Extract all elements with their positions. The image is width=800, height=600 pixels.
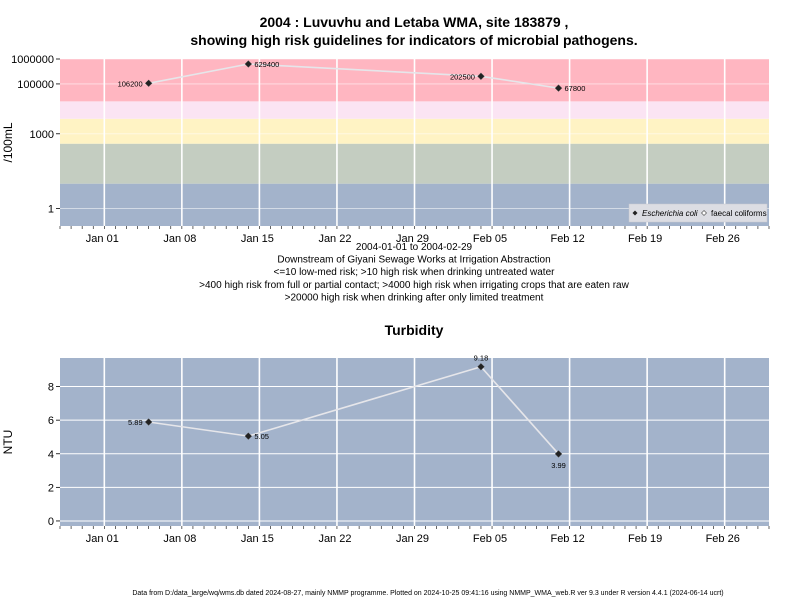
footer-note: Data from D:/data_large/wq/wms.db dated …: [132, 590, 723, 597]
y-tick-label: 1000: [30, 129, 54, 141]
legend-marker-filled: [632, 210, 638, 216]
data-point: [144, 79, 153, 88]
x-tick-label: Feb 26: [706, 533, 740, 545]
x-tick-label: Feb 19: [628, 233, 662, 245]
y-tick-label: 1000000: [11, 54, 54, 66]
data-label: 3.99: [551, 461, 566, 470]
legend-marker-open: [701, 210, 707, 216]
y-tick-label: 6: [48, 415, 54, 427]
x-tick-label: Feb 26: [706, 233, 740, 245]
data-point: [244, 432, 253, 440]
data-label: 5.05: [254, 432, 269, 441]
legend-label: Escherichia coli: [642, 209, 698, 218]
data-point: [554, 84, 563, 92]
x-tick-label: Feb 05: [473, 533, 507, 545]
y-tick-label: 2: [48, 482, 54, 494]
chart1-title-line2: showing high risk guidelines for indicat…: [190, 32, 637, 48]
data-point: [144, 418, 153, 426]
data-point: [477, 362, 485, 371]
x-tick-label: Feb 05: [473, 233, 507, 245]
subtitle-line: >400 high risk from full or partial cont…: [199, 280, 629, 291]
subtitle-line: <=10 low-med risk; >10 high risk when dr…: [274, 267, 556, 278]
subtitle-line: 2004-01-01 to 2004-02-29: [356, 242, 473, 253]
x-tick-label: Jan 08: [163, 533, 196, 545]
subtitle-line: Downstream of Giyani Sewage Works at Irr…: [277, 255, 550, 266]
y-tick-label: 100000: [17, 79, 54, 91]
y-tick-label: 4: [48, 449, 54, 461]
x-tick-label: Jan 08: [163, 233, 196, 245]
data-label: 202500: [450, 72, 475, 81]
data-label: 67800: [565, 84, 586, 93]
x-tick-label: Jan 29: [396, 533, 429, 545]
chart1-title: 2004 : Luvuvhu and Letaba WMA, site 1838…: [260, 14, 569, 30]
legend-box: [628, 203, 768, 223]
x-tick-label: Jan 29: [396, 233, 429, 245]
y-tick-label: 1: [48, 204, 54, 216]
x-tick-label: Jan 22: [318, 533, 351, 545]
data-label: 9.18: [474, 354, 489, 363]
legend-label: faecal coliforms: [711, 209, 767, 218]
chart2-title: Turbidity: [385, 322, 444, 338]
x-tick-label: Feb 19: [628, 533, 662, 545]
x-tick-label: Jan 01: [86, 233, 119, 245]
x-tick-label: Feb 12: [550, 533, 584, 545]
y-axis-label: /100mL: [1, 122, 15, 162]
x-tick-label: Jan 15: [241, 233, 274, 245]
chart1-subtitle: 2004-01-01 to 2004-02-29 Downstream of Gi…: [199, 242, 629, 303]
x-tick-label: Feb 12: [550, 233, 584, 245]
chart1-plot-area: Jan 01 Jan 08 Jan 15 Jan 22 Jan 29 Feb 05 Feb …: [1, 54, 770, 245]
data-point: [477, 72, 485, 81]
data-label: 629400: [254, 60, 279, 69]
x-tick-label: Jan 15: [241, 533, 274, 545]
data-label: 106200: [118, 79, 143, 88]
x-tick-label: Jan 22: [318, 233, 351, 245]
series-line-0: [148, 365, 560, 455]
x-tick-label: Jan 01: [86, 533, 119, 545]
data-point: [554, 450, 563, 458]
data-point: [244, 60, 253, 68]
chart-legend: Escherichia coli faecal coliforms: [628, 203, 768, 223]
y-tick-label: 8: [48, 382, 54, 394]
data-label: 5.89: [128, 418, 143, 427]
y-axis-label: NTU: [1, 430, 15, 455]
series-line-0: [148, 63, 559, 89]
chart2-plot-area: Jan 01 Jan 08 Jan 15 Jan 22 Jan 29 Feb 05 Feb …: [1, 354, 770, 545]
subtitle-line: >20000 high risk when drinking after onl…: [285, 292, 544, 303]
y-tick-label: 0: [48, 516, 54, 528]
